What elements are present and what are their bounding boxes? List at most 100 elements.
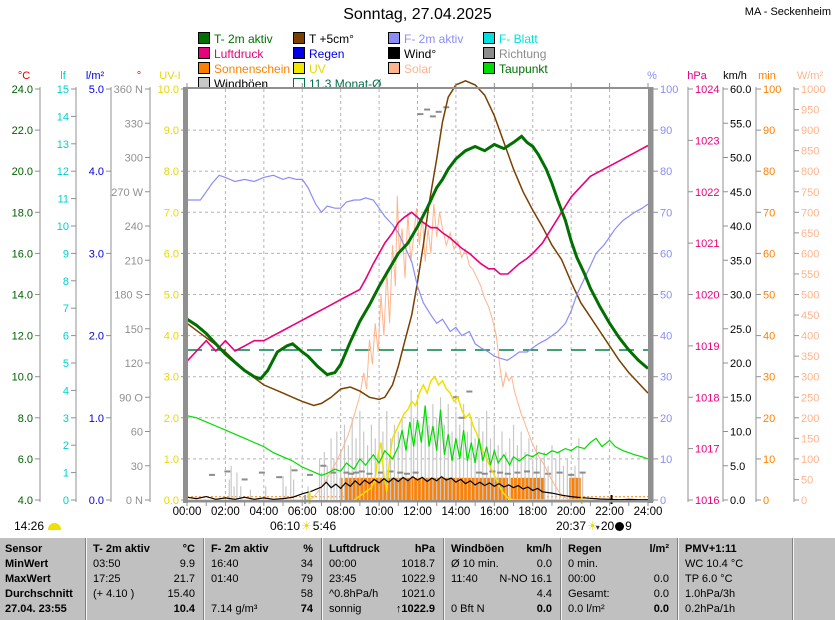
legend-swatch-icon (293, 62, 305, 74)
axis-label: 70 (763, 207, 775, 219)
plot-border-bottom (183, 500, 653, 503)
axis-label: 350 (801, 351, 819, 363)
legend-item: Regen (293, 47, 344, 61)
sunrise-alt-label: 5:46 (312, 519, 337, 533)
axis-label: 5.0 (164, 290, 179, 302)
axis-label: 16:00 (480, 506, 509, 518)
legend-label: Sonnenschein (214, 62, 291, 76)
axis-label: 7 (63, 303, 69, 315)
axis-label: 360 N (114, 84, 143, 96)
legend-item: Luftdruck (198, 47, 263, 61)
axis-label: 02:00 (211, 506, 240, 518)
axis-label: 80 (660, 166, 672, 178)
col-unit: l/m² (649, 543, 669, 555)
axis-label: 12.0 (12, 331, 33, 343)
stat-label: Ø 10 min. (451, 558, 499, 570)
legend-label: Solar (404, 62, 433, 76)
axis-km/h: km/h 60.0 55.0 50.0 45.0 40.0 35.0 30.0 25.0 20.0… (722, 70, 751, 507)
moonrise-time-label: 14:26 (14, 519, 45, 533)
col-unit: km/h (526, 543, 552, 555)
legend-item: T- 2m aktiv (198, 32, 273, 46)
axis-label: 240 (125, 221, 143, 233)
series-Solar (187, 195, 648, 501)
axis-label: 10 (763, 454, 775, 466)
axis-label: 600 (801, 248, 819, 260)
axis-label: 1021 (695, 238, 719, 250)
axis-label: 20 (660, 413, 672, 425)
axis-label: 7.0 (164, 207, 179, 219)
stats-table: Sensor MinWert MaxWert Durchschnitt 27.04. 2… (0, 537, 835, 620)
axis-label: l/m² (86, 70, 105, 82)
axis-label: 1000 (801, 84, 825, 96)
table-separator-highlight (86, 538, 87, 620)
axis-label: °C (18, 70, 30, 82)
axis-label: 00:00 (173, 506, 202, 518)
axis-label: 800 (801, 166, 819, 178)
stat-label: 7.14 g/m³ (211, 603, 258, 615)
axis-label: 13 (57, 139, 69, 151)
axis-label: 150 (125, 324, 143, 336)
stat-value: 1018.7 (401, 558, 435, 570)
series-Taupunkt (186, 405, 649, 476)
stat-value: 21.7 (173, 573, 195, 585)
axis-label: 30.0 (730, 290, 751, 302)
col-unit: °C (182, 543, 195, 555)
series-T +5cm (186, 79, 649, 407)
axis-label: 0 (63, 495, 69, 507)
table-separator-highlight (678, 538, 679, 620)
axis-label: 16.0 (12, 248, 33, 260)
axis-label: 4.0 (164, 331, 179, 343)
stat-label: (+ 4.10 ) (93, 588, 135, 600)
axis-label: 04:00 (249, 506, 278, 518)
axis-label: 700 (801, 207, 819, 219)
axis-label: 1019 (695, 341, 719, 353)
axis-label: 300 (125, 153, 143, 165)
axis-label: 4 (63, 385, 69, 397)
stat-value: 0.0 (536, 558, 552, 570)
axis-label: 24:00 (634, 506, 663, 518)
axis-l/m²: l/m² 5.0 4.0 3.0 2.0 1.0 0.0 (86, 70, 112, 507)
legend-swatch-icon (483, 62, 495, 74)
axis-label: 30 (763, 372, 775, 384)
stat-label: 16:40 (211, 558, 239, 570)
legend-item: F- 2m aktiv (388, 32, 463, 46)
stat-label: 00:00 (568, 573, 596, 585)
axis-label: 100 (763, 84, 781, 96)
stat-label: 17:25 (93, 573, 121, 585)
stat-value: 34 (300, 558, 313, 570)
axis-label: 1020 (695, 290, 719, 302)
axis-label: 60 (660, 248, 672, 260)
axis-label: 0 (801, 495, 807, 507)
table-separator (677, 538, 678, 620)
axis-label: 0.0 (164, 495, 179, 507)
axis-label: 14 (57, 111, 69, 123)
axis-label: 4.0 (89, 166, 104, 178)
axis-label: 06:00 (288, 506, 317, 518)
axis-label: 8 (63, 276, 69, 288)
stat-label: 0 Bft N (451, 603, 485, 615)
axis-label: 950 (801, 105, 819, 117)
legend-label: UV (309, 62, 326, 76)
axis-label: 3.0 (89, 248, 104, 260)
axis-label: 14.0 (12, 290, 33, 302)
stat-label: WC 10.4 °C (685, 558, 744, 570)
axis-label: 10 (57, 221, 69, 233)
axis-label: 5.0 (730, 461, 745, 473)
axis-label: 650 (801, 228, 819, 240)
legend-item: Solar (388, 62, 433, 76)
axis-label: 270 W (111, 187, 143, 199)
legend-swatch-icon (293, 47, 305, 59)
row-header: MaxWert (5, 573, 51, 585)
legend-swatch-icon (198, 62, 210, 74)
legend-label: Taupunkt (499, 62, 548, 76)
table-separator (85, 538, 86, 620)
axis-label: 1022 (695, 187, 719, 199)
axis-label: 250 (801, 392, 819, 404)
stat-value: N-NO 16.1 (499, 573, 552, 585)
axis-label: 1018 (695, 392, 719, 404)
axis-label: 150 (801, 433, 819, 445)
table-separator (321, 538, 322, 620)
